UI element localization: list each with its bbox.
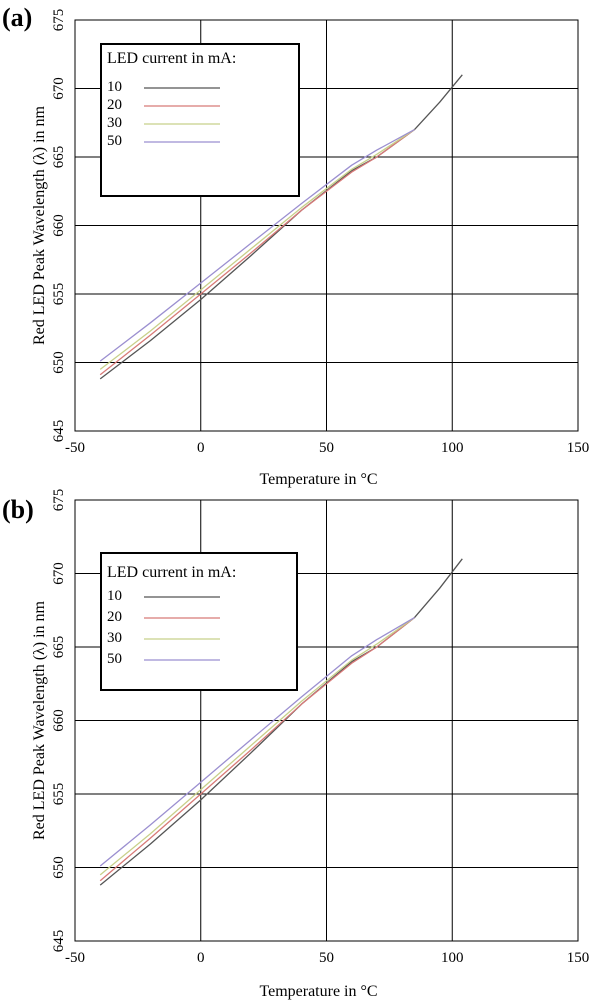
y-axis-label: Red LED Peak Wavelength (λ) in nm (31, 600, 48, 840)
x-tick-label: 100 (441, 950, 464, 966)
y-tick-label: 655 (51, 283, 67, 306)
y-tick-label: 670 (51, 77, 67, 100)
legend-title: LED current in mA: (107, 50, 236, 67)
x-tick-label: 100 (441, 440, 464, 456)
y-tick-label: 660 (51, 214, 67, 237)
y-tick-label: 665 (51, 146, 67, 169)
y-axis-label: Red LED Peak Wavelength (λ) in nm (31, 105, 48, 345)
x-axis-label: Temperature in °C (259, 471, 377, 488)
x-tick-label: 150 (567, 950, 590, 966)
y-tick-label: 665 (51, 636, 67, 659)
legend-entry-label: 10 (107, 79, 122, 95)
series-line-50mA (99, 617, 415, 867)
legend-box (100, 552, 298, 691)
x-tick-label: -50 (65, 440, 85, 456)
y-tick-label: 650 (51, 856, 67, 879)
legend-entry-label: 20 (107, 609, 122, 625)
legend-entry-label: 50 (107, 651, 122, 667)
legend-title: LED current in mA: (107, 564, 236, 581)
y-tick-label: 660 (51, 709, 67, 732)
legend-entry-label: 10 (107, 588, 122, 604)
x-tick-label: 150 (567, 440, 590, 456)
y-tick-label: 675 (51, 9, 67, 32)
legend-entry-label: 30 (107, 115, 122, 131)
chart-panel-b: (b) -50 0 50 100 150 645 650 655 660 665 670 675 Temp… (2, 489, 589, 1000)
series-group (99, 558, 463, 886)
y-tick-label: 650 (51, 351, 67, 374)
x-tick-label: 50 (319, 950, 334, 966)
legend: LED current in mA: 10 20 30 50 (100, 552, 298, 691)
x-tick-label: 0 (197, 950, 205, 966)
panel-label: (a) (2, 3, 32, 32)
series-group (99, 74, 463, 380)
chart-panel-a: (a) -50 0 50 100 150 645 650 655 660 665 670 675 Temp… (2, 3, 589, 488)
y-tick-label: 645 (51, 420, 67, 443)
series-line-30mA (99, 617, 415, 876)
series-line-50mA (99, 129, 415, 362)
legend-entry-label: 30 (107, 630, 122, 646)
x-axis-label: Temperature in °C (259, 983, 377, 1000)
series-line-30mA (99, 129, 415, 370)
legend-entry-label: 20 (107, 97, 122, 113)
x-tick-label: 0 (197, 440, 205, 456)
y-tick-label: 675 (51, 489, 67, 512)
legend-box (100, 43, 300, 197)
panel-label: (b) (2, 495, 34, 524)
x-tick-label: -50 (65, 950, 85, 966)
series-line-20mA (99, 617, 415, 882)
y-tick-label: 645 (51, 930, 67, 953)
legend-entry-label: 50 (107, 133, 122, 149)
x-tick-label: 50 (319, 440, 334, 456)
series-line-20mA (99, 129, 415, 376)
legend: LED current in mA: 10 20 30 50 (100, 43, 300, 197)
y-tick-label: 670 (51, 562, 67, 585)
y-tick-label: 655 (51, 783, 67, 806)
